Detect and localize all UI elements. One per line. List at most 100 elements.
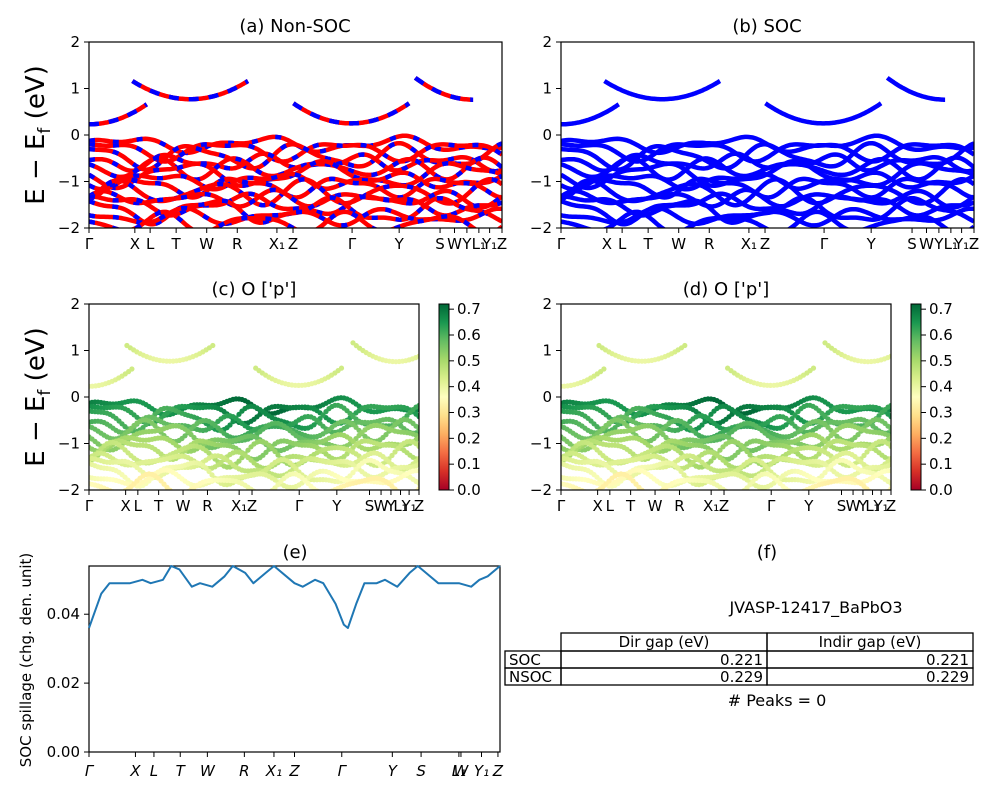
colorbar-tick-label: 0.3 <box>457 404 481 422</box>
y-tick-label: 0 <box>542 388 552 406</box>
x-tick-label: L <box>146 235 155 253</box>
projection-point <box>389 452 395 459</box>
projection-point <box>825 466 831 472</box>
x-tick-label: X <box>592 497 602 515</box>
x-tick-label: Γ <box>820 235 829 253</box>
projection-point <box>888 426 891 432</box>
x-tick-label: S <box>416 762 426 780</box>
table-row-soc-dir: 0.221 <box>720 651 763 669</box>
x-tick-label: Y <box>388 762 399 780</box>
x-tick-label: Y <box>385 497 396 515</box>
projection-point <box>236 458 242 464</box>
y-tick-label: 0 <box>542 126 552 144</box>
projection-point <box>266 490 271 495</box>
projection-point <box>645 491 650 496</box>
x-tick-label: L <box>150 762 158 780</box>
y-tick-label: 0.02 <box>47 674 80 692</box>
x-tick-label: Γ <box>85 497 94 515</box>
projection-point <box>416 468 419 474</box>
projection-point <box>681 472 687 478</box>
x-tick-label: W <box>199 235 214 253</box>
gap-table: Dir gap (eV) Indir gap (eV) SOC 0.221 0.… <box>504 632 974 686</box>
projection-point <box>786 488 792 490</box>
projection-point <box>263 491 268 496</box>
projection-point <box>892 352 897 357</box>
projection-point <box>416 480 419 486</box>
projection-point <box>888 486 891 490</box>
x-tick-label: R <box>704 235 714 253</box>
x-tick-label: L₁ <box>393 497 407 515</box>
x-tick-label: Z <box>497 235 507 253</box>
projection-point <box>905 343 910 348</box>
projection-point <box>855 432 861 438</box>
x-tick-label: Γ <box>338 762 348 780</box>
projection-point <box>708 458 714 464</box>
projection-point <box>416 455 419 462</box>
projection-point <box>416 426 419 432</box>
projection-point <box>588 490 593 495</box>
projection-point <box>245 447 251 453</box>
x-tick-label: Y <box>933 235 944 253</box>
projection-point <box>338 365 345 371</box>
panel-e-title: (e) <box>282 542 307 563</box>
table-row-soc-indir: 0.221 <box>926 651 969 669</box>
x-tick-label: Z <box>247 497 257 515</box>
conduction-band-line <box>885 76 946 102</box>
colorbar-c: 0.7 0.6 0.5 0.4 0.3 0.2 0.1 0.0 <box>438 300 481 499</box>
spillage-line <box>88 565 501 629</box>
x-tick-label: S <box>837 497 847 515</box>
x-tick-label: W <box>176 497 191 515</box>
projection-point <box>861 452 867 459</box>
projection-point <box>888 353 891 359</box>
y-tick-label: 0.00 <box>47 743 80 761</box>
panel-b-title: (b) SOC <box>732 16 801 37</box>
x-tick-label: L₁ <box>452 762 466 780</box>
valence-band-dash <box>89 170 502 192</box>
projection-point <box>423 350 428 355</box>
projection-point <box>260 492 265 497</box>
projection-point <box>416 402 419 409</box>
colorbar-tick-label: 0.5 <box>929 352 953 370</box>
x-tick-label: Y₁ <box>953 235 969 253</box>
x-tick-label: L₁ <box>472 235 486 253</box>
projection-point <box>732 492 737 497</box>
projection-point <box>433 343 438 348</box>
projection-point <box>320 412 326 418</box>
projection-point <box>735 491 740 496</box>
y-tick-label: 1 <box>70 342 80 360</box>
table-header-indir-gap: Indir gap (eV) <box>819 633 922 651</box>
x-tick-label: Y₁ <box>873 497 889 515</box>
y-tick-label: 1 <box>542 80 552 98</box>
valence-band-dash <box>89 209 502 228</box>
projection-point <box>350 470 356 476</box>
projection-point <box>116 490 121 495</box>
x-tick-label: Y <box>461 235 472 253</box>
panel-a-title: (a) Non-SOC <box>239 16 350 37</box>
x-tick-label: R <box>239 762 249 780</box>
projection-point <box>726 490 731 495</box>
projection-point <box>248 486 254 490</box>
conduction-band-line <box>764 101 883 126</box>
x-tick-label: X₁ <box>703 497 719 515</box>
projection-point <box>601 366 607 372</box>
projection-point <box>172 489 174 490</box>
x-tick-label: Γ <box>85 235 94 253</box>
projection-point <box>741 445 747 451</box>
x-tick-label: X₁ <box>269 235 285 253</box>
colorbar-tick-label: 0.7 <box>929 300 953 318</box>
y-tick-label: 1 <box>70 80 80 98</box>
valence-band-line <box>561 155 974 182</box>
x-tick-label: Z <box>760 235 770 253</box>
projection-point <box>888 480 891 486</box>
conduction-band-dash <box>292 101 411 126</box>
conduction-band-line <box>413 76 474 102</box>
x-tick-label: W <box>447 235 462 253</box>
y-tick-label: −1 <box>58 173 80 191</box>
colorbar-tick-label: 0.2 <box>457 429 481 447</box>
projection-point <box>227 422 233 428</box>
x-tick-label: T <box>643 235 654 253</box>
peaks-count: # Peaks = 0 <box>728 691 827 710</box>
projection-point <box>888 443 891 449</box>
